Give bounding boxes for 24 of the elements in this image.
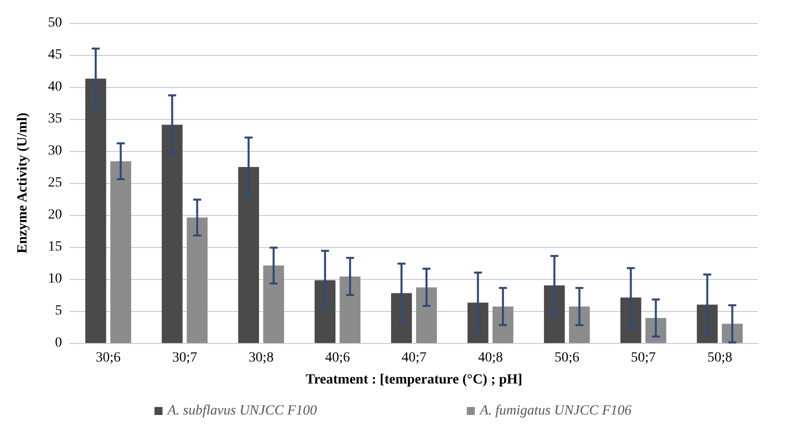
x-axis-title: Treatment : [temperature (°C) ; pH] [306, 372, 522, 388]
y-tick-label: 40 [48, 80, 62, 94]
y-tick-label: 10 [48, 272, 62, 286]
x-tick-label: 50;7 [630, 350, 656, 366]
x-tick-label: 40;7 [402, 350, 426, 366]
y-tick-label: 0 [55, 336, 62, 350]
x-tick-label: 50;6 [554, 350, 580, 366]
y-tick-label: 35 [48, 112, 62, 126]
y-tick-label: 25 [48, 176, 62, 190]
y-tick-label: 5 [55, 304, 62, 318]
legend-label: A. subflavus UNJCC F100 [166, 404, 317, 418]
x-tick-label: 50;8 [707, 350, 732, 366]
y-tick-label: 45 [48, 48, 62, 62]
x-tick-label: 30;7 [172, 350, 198, 366]
y-tick-label: 30 [48, 144, 62, 158]
legend-label: A. fumigatus UNJCC F106 [478, 404, 632, 418]
y-tick-label: 50 [48, 16, 62, 30]
y-axis-title: Enzyme Activity (U/ml) [16, 112, 30, 254]
x-tick-label: 30;8 [248, 350, 274, 366]
x-tick-label: 30;6 [96, 350, 121, 366]
y-tick-label: 15 [48, 240, 62, 254]
x-tick-label: 40;6 [325, 350, 350, 366]
y-tick-label: 20 [48, 208, 62, 222]
x-tick-label: 40;8 [478, 350, 503, 366]
